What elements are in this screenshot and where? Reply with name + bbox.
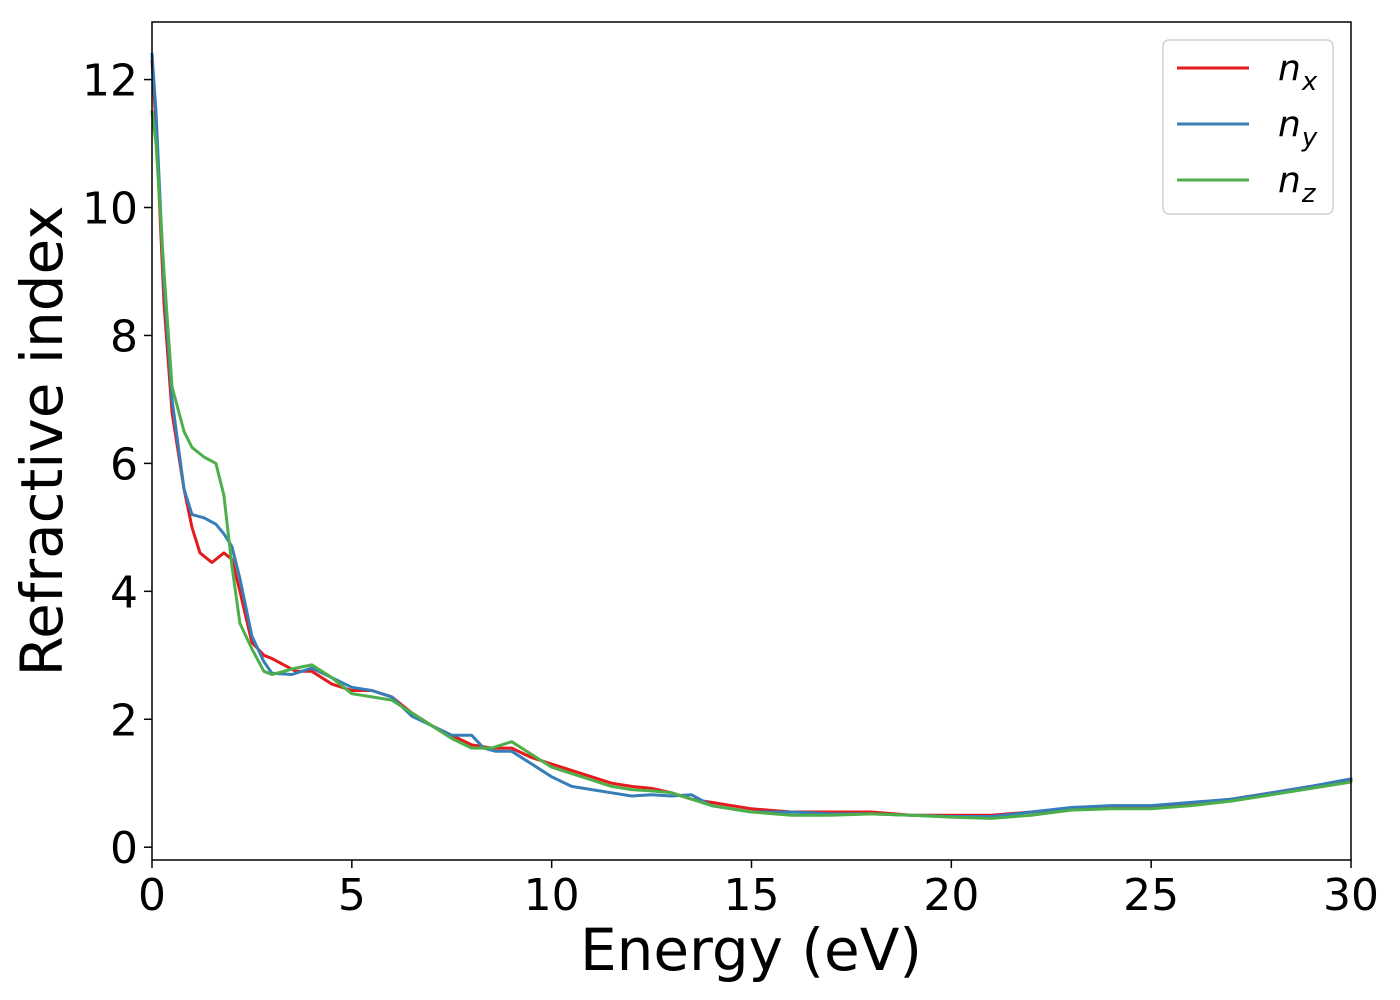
legend-label-base: n	[1278, 48, 1301, 89]
y-tick-label: 8	[110, 311, 138, 362]
x-tick-label: 30	[1323, 870, 1379, 921]
y-axis-label: Refractive index	[8, 205, 76, 676]
x-axis-label: Energy (eV)	[580, 916, 922, 984]
legend-label-nx: nx	[1278, 48, 1318, 97]
x-axis: 0 5 10 15 20 25 30	[138, 860, 1379, 921]
x-tick-label: 10	[524, 870, 580, 921]
x-tick-label: 20	[923, 870, 979, 921]
y-tick-label: 0	[110, 823, 138, 874]
y-axis: 0 2 4 6 8 10 12	[82, 56, 152, 874]
series-layer	[150, 52, 1353, 820]
y-tick-label: 6	[110, 439, 138, 490]
y-tick-label: 2	[110, 695, 138, 746]
x-tick-label: 0	[138, 870, 166, 921]
legend-label-subscript: x	[1301, 67, 1318, 97]
y-tick-label: 4	[110, 567, 138, 618]
x-tick-label: 15	[724, 870, 780, 921]
legend-label-nz: nz	[1278, 160, 1317, 209]
x-tick-label: 5	[338, 870, 366, 921]
x-tick-label: 25	[1123, 870, 1179, 921]
y-tick-label: 10	[82, 184, 138, 235]
y-tick-label: 12	[82, 56, 138, 107]
legend-label-subscript: z	[1301, 179, 1317, 209]
legend-label-base: n	[1278, 104, 1301, 145]
legend-label-subscript: y	[1301, 123, 1318, 153]
series-line-nz	[150, 110, 1353, 820]
legend-label-base: n	[1278, 160, 1301, 201]
legend-box	[1162, 39, 1334, 215]
legend-label-ny: ny	[1278, 104, 1318, 153]
